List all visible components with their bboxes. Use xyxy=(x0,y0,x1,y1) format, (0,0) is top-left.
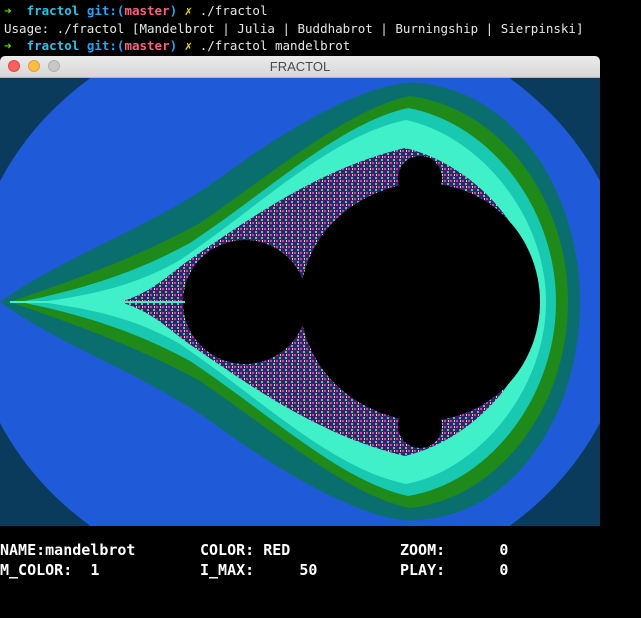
play-value: 0 xyxy=(499,561,509,579)
close-button[interactable] xyxy=(8,60,20,72)
color-label: COLOR: xyxy=(200,541,255,559)
command-text: ./fractol xyxy=(199,3,268,18)
play-label: PLAY: xyxy=(400,561,446,579)
terminal-line-3: ➜ fractol git:(master) ✗ ./fractol mande… xyxy=(4,38,350,54)
set-bulb-left xyxy=(183,240,307,364)
git-label-close: ) xyxy=(169,3,178,18)
info-name: NAME:mandelbrot xyxy=(0,540,135,560)
info-zoom: ZOOM: 0 xyxy=(400,540,508,560)
maximize-button[interactable] xyxy=(48,60,60,72)
git-dirty-icon: ✗ xyxy=(184,3,193,18)
minimize-button[interactable] xyxy=(28,60,40,72)
git-branch: master xyxy=(124,38,170,53)
prompt-directory: fractol xyxy=(26,3,80,18)
window-title: FRACTOL xyxy=(269,59,331,74)
zoom-label: ZOOM: xyxy=(400,541,446,559)
i-max-value: 50 xyxy=(299,561,318,579)
name-label: NAME: xyxy=(0,541,46,559)
set-bulb-bottom xyxy=(398,404,442,448)
set-cardioid xyxy=(300,182,540,422)
git-label-close: ) xyxy=(169,38,178,53)
i-max-label: I_MAX: xyxy=(200,561,255,579)
window-titlebar[interactable]: FRACTOL xyxy=(0,56,600,78)
prompt-arrow-icon: ➜ xyxy=(4,38,12,53)
mandelbrot-render xyxy=(0,78,600,526)
git-branch: master xyxy=(124,3,170,18)
name-value: mandelbrot xyxy=(45,541,136,559)
git-label: git:( xyxy=(86,3,125,18)
color-value: RED xyxy=(263,541,291,559)
command-text: ./fractol mandelbrot xyxy=(199,38,351,53)
zoom-value: 0 xyxy=(499,541,509,559)
git-dirty-icon: ✗ xyxy=(184,38,193,53)
prompt-arrow-icon: ➜ xyxy=(4,3,12,18)
info-m-color: M_COLOR: 1 xyxy=(0,560,99,580)
info-i-max: I_MAX: 50 xyxy=(200,560,317,580)
info-color: COLOR: RED xyxy=(200,540,290,560)
git-label: git:( xyxy=(86,38,125,53)
fractol-window: FRACTOL xyxy=(0,56,600,526)
terminal-line-1: ➜ fractol git:(master) ✗ ./fractol xyxy=(4,3,267,19)
m-color-value: 1 xyxy=(90,561,100,579)
prompt-directory: fractol xyxy=(26,38,80,53)
usage-line: Usage: ./fractol [Mandelbrot | Julia | B… xyxy=(4,21,584,36)
info-play: PLAY: 0 xyxy=(400,560,508,580)
m-color-label: M_COLOR: xyxy=(0,561,73,579)
fractal-canvas[interactable] xyxy=(0,78,600,526)
set-bulb-top xyxy=(398,156,442,200)
